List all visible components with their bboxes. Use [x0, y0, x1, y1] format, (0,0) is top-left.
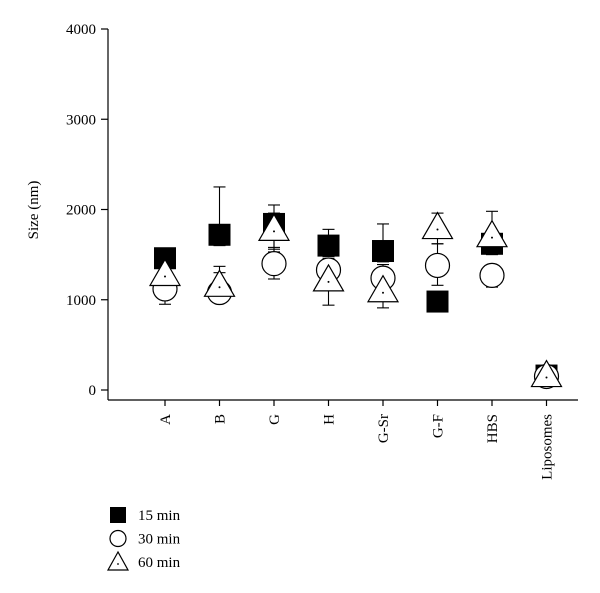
data-point [475, 219, 509, 248]
y-tick-label: 2000 [66, 203, 96, 219]
axes [107, 29, 578, 401]
legend-item: 60 min [106, 550, 181, 571]
x-tick-label: G [267, 414, 283, 425]
data-point [257, 213, 291, 241]
markers-60-min [148, 211, 563, 388]
y-tick-label: 1000 [66, 293, 96, 309]
x-tick-label: H [322, 414, 338, 425]
legend-marker-triangle [106, 550, 130, 571]
legend-label: 30 min [138, 532, 181, 548]
legend: 15 min 30 min 60 min [106, 507, 181, 571]
triangle-center-dot [491, 236, 493, 239]
data-point [421, 211, 454, 240]
data-point [426, 290, 449, 313]
x-tick-label: Liposomes [540, 414, 556, 480]
legend-label: 15 min [138, 508, 181, 524]
legend-item: 15 min [110, 507, 181, 524]
y-ticks: 0 1000 2000 3000 4000 [66, 22, 108, 399]
data-point [479, 262, 505, 288]
data-point [208, 223, 231, 246]
legend-marker-square [110, 507, 126, 523]
triangle-center-dot [327, 280, 330, 283]
data-point [372, 240, 394, 263]
x-tick-label: G-F [431, 414, 447, 438]
y-tick-label: 4000 [66, 22, 96, 38]
data-point [203, 269, 236, 297]
triangle-center-dot [273, 230, 275, 233]
data-marks [148, 186, 563, 390]
series-15-min [213, 186, 498, 263]
legend-marker-circle [109, 529, 127, 548]
data-point [424, 252, 451, 279]
triangle-center-dot [436, 228, 439, 231]
triangle-center-dot [218, 286, 221, 289]
y-tick-label: 0 [89, 383, 97, 399]
legend-triangle-dot [117, 563, 119, 565]
data-point [317, 234, 340, 257]
x-tick-label: HBS [485, 414, 501, 443]
legend-label: 60 min [138, 555, 181, 571]
data-point [530, 359, 563, 388]
x-tick-label: A [158, 414, 174, 425]
data-point [312, 263, 345, 292]
y-axis-title: Size (nm) [26, 181, 42, 240]
triangle-center-dot [164, 275, 166, 278]
legend-item: 30 min [109, 529, 181, 548]
triangle-center-dot [382, 291, 384, 294]
data-point [148, 258, 182, 287]
triangle-center-dot [545, 376, 548, 379]
x-tick-label: B [213, 414, 229, 424]
x-ticks: A B G H G-Sr G-F HBS Liposomes [158, 400, 556, 480]
data-point [154, 247, 176, 270]
data-point [366, 274, 400, 303]
data-point [261, 251, 287, 277]
y-tick-label: 3000 [66, 112, 96, 128]
x-tick-label: G-Sr [376, 414, 392, 443]
